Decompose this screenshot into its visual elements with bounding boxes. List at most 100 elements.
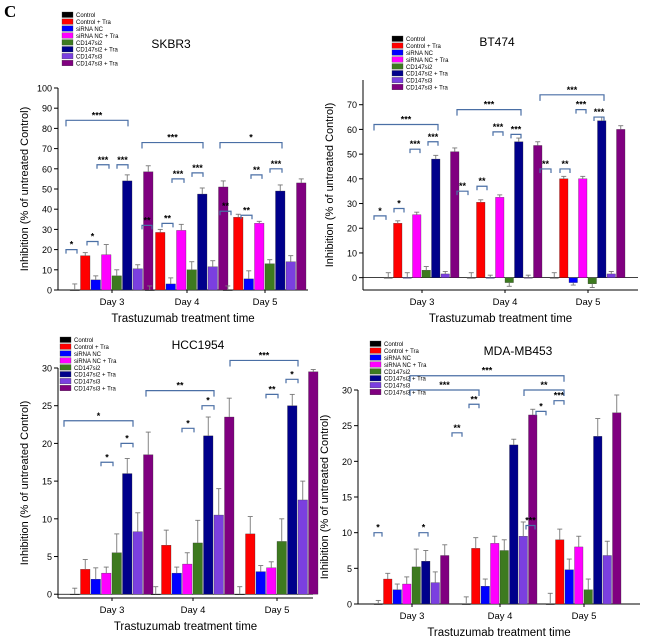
significance-label: **: [453, 423, 461, 433]
bar: [101, 572, 112, 595]
significance-label: **: [243, 205, 251, 215]
significance-bracket: [65, 119, 129, 127]
x-axis-label: Trastuzumab treatment time: [429, 313, 572, 325]
significance-bracket: [265, 393, 279, 399]
x-axis-label: Trastuzumab treatment time: [427, 627, 570, 639]
legend-label: CD147si2 + Tra: [74, 373, 117, 379]
bar: [144, 289, 155, 291]
y-tick-label: 0: [47, 286, 52, 296]
y-tick-label: 0: [347, 600, 352, 610]
legend-label: CD147si2 + Tra: [406, 72, 449, 78]
bar: [165, 283, 176, 291]
significance-bracket: [476, 185, 488, 191]
significance-label: ***: [98, 155, 109, 165]
chart-panel-4: 0 5 10 15 20 25 30 MDA-MB453 Inhibition (% of un…: [319, 340, 640, 639]
y-axis-label: Inhibition (% of untreated Control): [19, 401, 31, 565]
y-tick-label: 100: [37, 84, 52, 94]
y-tick-label: 5: [347, 564, 352, 574]
bar: [287, 405, 298, 595]
significance-label: ***: [167, 133, 178, 143]
bar: [411, 566, 421, 605]
bar: [509, 444, 519, 605]
legend-swatch: [61, 46, 74, 53]
y-axis-label: Inhibition (% of untreated Control): [319, 415, 331, 579]
significance-bracket: [523, 389, 565, 396]
bar: [132, 531, 143, 595]
significance-label: **: [561, 159, 569, 169]
y-tick-label: 0: [47, 590, 52, 600]
significance-label: ***: [493, 122, 504, 132]
significance-bracket: [219, 141, 283, 149]
bar: [203, 435, 214, 595]
legend-swatch: [61, 25, 74, 32]
significance-bracket: [191, 172, 204, 177]
bar: [213, 514, 224, 595]
bar: [161, 545, 172, 595]
chart-panel-1: 0 10 20 30 40 50 60 70 80 90 100 SKBR3 Inhibition (%…: [19, 11, 308, 325]
panel-label: C: [4, 2, 17, 21]
significance-label: ***: [410, 139, 421, 149]
bar: [616, 129, 626, 278]
legend-swatch: [369, 340, 382, 347]
legend-swatch: [369, 389, 382, 395]
bar: [132, 268, 143, 291]
legend-label: Control + Tra: [384, 349, 420, 355]
significance-bracket: [373, 215, 387, 220]
y-tick-label: 10: [342, 528, 352, 538]
significance-label: **: [143, 215, 151, 225]
significance-bracket: [141, 141, 204, 149]
legend-swatch: [391, 42, 404, 49]
significance-label: ***: [117, 155, 128, 165]
y-tick-label: 30: [342, 386, 352, 396]
bar: [568, 277, 578, 283]
bar: [255, 571, 266, 595]
legend-label: CD147si2: [406, 65, 433, 71]
significance-label: ***: [192, 163, 203, 173]
bar: [518, 536, 528, 605]
significance-label: *: [397, 198, 401, 208]
y-tick-label: 20: [347, 224, 357, 234]
significance-bracket: [269, 168, 283, 173]
legend-swatch: [59, 385, 72, 391]
significance-bracket: [100, 461, 114, 467]
bar: [392, 589, 402, 605]
legend-label: Control + Tra: [74, 345, 110, 351]
significance-label: *: [539, 401, 543, 411]
bar: [430, 582, 440, 605]
bar: [234, 594, 245, 595]
bar: [176, 230, 187, 291]
y-tick-label: 10: [42, 514, 52, 524]
legend-label: CD147si2 + Tra: [384, 377, 427, 383]
bar: [233, 217, 244, 291]
significance-bracket: [575, 109, 587, 114]
significance-bracket: [229, 359, 299, 367]
legend-label: siRNA NC: [74, 352, 102, 358]
significance-bracket: [373, 532, 383, 537]
y-tick-label: 10: [347, 248, 357, 258]
bar: [90, 279, 101, 291]
legend-swatch: [369, 375, 382, 382]
x-tick-label: Day 3: [100, 297, 125, 308]
legend-swatch: [391, 49, 404, 56]
bar: [143, 454, 154, 595]
significance-label: **: [176, 381, 184, 391]
significance-label: *: [290, 369, 294, 379]
chart-title: SKBR3: [151, 37, 191, 51]
legend-label: CD147si3 + Tra: [76, 62, 119, 68]
bar: [171, 572, 182, 595]
legend-swatch: [59, 343, 72, 350]
bar: [559, 178, 569, 278]
significance-bracket: [456, 109, 522, 116]
bar: [143, 171, 154, 291]
legend-label: Control + Tra: [406, 44, 442, 50]
bar: [476, 202, 486, 278]
significance-label: *: [97, 411, 101, 421]
bar: [80, 569, 91, 595]
significance-label: ***: [428, 132, 439, 142]
y-tick-label: 70: [347, 100, 357, 110]
significance-bracket: [201, 405, 215, 410]
significance-bracket: [510, 133, 522, 139]
bar: [528, 414, 538, 605]
x-tick-label: Day 3: [100, 605, 125, 616]
